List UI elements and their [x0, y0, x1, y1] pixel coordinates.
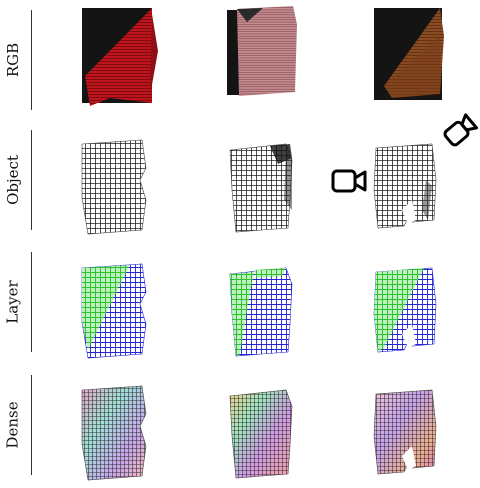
dense-mesh-1 [80, 384, 160, 484]
row-label-object: Object [4, 155, 23, 205]
row-divider-rgb [31, 10, 32, 110]
row-label-layer: Layer [4, 280, 22, 324]
object-mesh-2 [226, 140, 306, 240]
layer-mesh-2 [226, 264, 306, 364]
dense-mesh-3 [372, 386, 452, 486]
row-divider-layer [31, 252, 32, 352]
row-label-rgb: RGB [4, 42, 22, 78]
rgb-image-1 [80, 6, 160, 106]
layer-mesh-3 [372, 264, 452, 364]
camera-icon-front [330, 166, 368, 200]
rgb-image-3 [372, 6, 452, 106]
row-label-dense: Dense [4, 401, 23, 449]
layer-mesh-1 [80, 262, 160, 362]
object-mesh-3 [372, 140, 452, 240]
object-mesh-1 [80, 138, 160, 238]
camera-icon-tilted [440, 110, 480, 154]
row-divider-dense [31, 375, 32, 475]
dense-mesh-2 [226, 386, 306, 486]
row-divider-object [31, 130, 32, 230]
rgb-image-2 [225, 4, 305, 104]
